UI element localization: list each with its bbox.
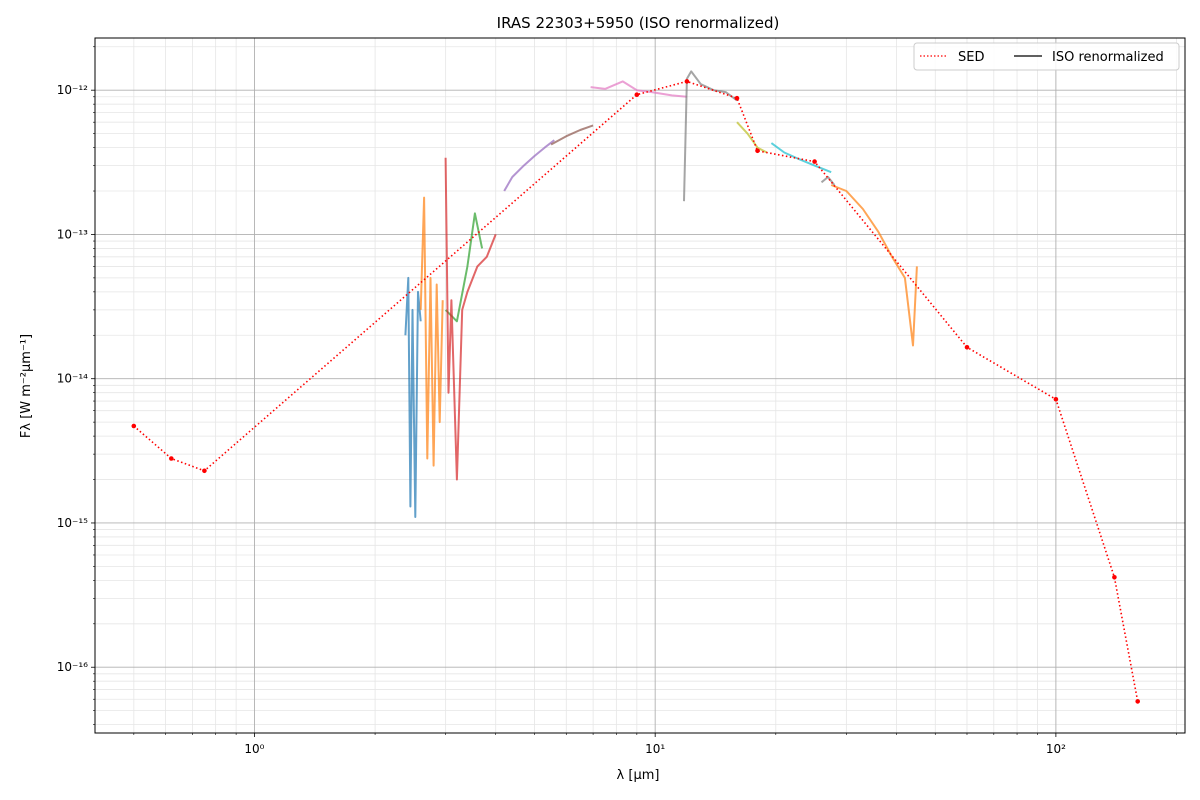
sed-point: [755, 148, 760, 154]
y-tick-label: 10⁻¹³: [57, 227, 88, 241]
series-layer: [131, 70, 1140, 704]
spectrum-line-3: [444, 212, 484, 323]
sed-point: [1053, 397, 1059, 402]
spectrum-line-4: [444, 157, 497, 481]
spectrum-line-6: [550, 124, 594, 146]
major-grid: [95, 38, 1185, 733]
minor-grid: [95, 38, 1185, 733]
spectrum-line-10: [770, 142, 832, 174]
y-tick-label: 10⁻¹⁶: [57, 660, 88, 674]
ticks-layer: 10⁰ 10¹ 10² 10⁻¹⁶ 10⁻¹⁵ 10⁻¹⁴ 10⁻¹³ 10⁻¹²: [57, 46, 1177, 756]
y-tick-label: 10⁻¹²: [57, 83, 88, 97]
sed-point: [684, 79, 690, 84]
sed-point: [964, 345, 970, 350]
sed-point: [634, 92, 640, 97]
spectrum-line-1: [404, 276, 422, 518]
x-tick-label: 10²: [1046, 742, 1066, 756]
spectrum-line-12: [830, 184, 918, 347]
spectrum-line-5: [503, 139, 555, 192]
legend-sed-label: SED: [958, 50, 984, 65]
spectrum-line-8: [683, 70, 738, 202]
legend-box: [913, 42, 1180, 71]
sed-point: [169, 456, 174, 461]
y-tick-label: 10⁻¹⁴: [57, 372, 88, 386]
sed-point: [202, 468, 207, 474]
x-tick-label: 10¹: [645, 742, 665, 756]
spectrum-line-2: [419, 196, 444, 467]
spectrum-line-7: [590, 80, 687, 98]
x-axis-label: λ [μm]: [617, 768, 660, 783]
legend-iso-label: ISO renormalized: [1052, 50, 1164, 65]
sed-point: [1112, 575, 1117, 580]
x-tick-label: 10⁰: [244, 742, 264, 756]
y-tick-label: 10⁻¹⁵: [57, 516, 88, 530]
spectrum-line-9: [736, 121, 768, 154]
y-axis-label: Fλ [W m⁻²μm⁻¹]: [19, 334, 34, 438]
legend: SED ISO renormalized: [913, 42, 1180, 71]
chart-title: IRAS 22303+5950 (ISO renormalized): [497, 14, 780, 32]
sed-point: [1135, 699, 1140, 704]
sed-point: [131, 423, 137, 429]
sed-point: [812, 159, 817, 164]
sed-point: [734, 95, 740, 101]
